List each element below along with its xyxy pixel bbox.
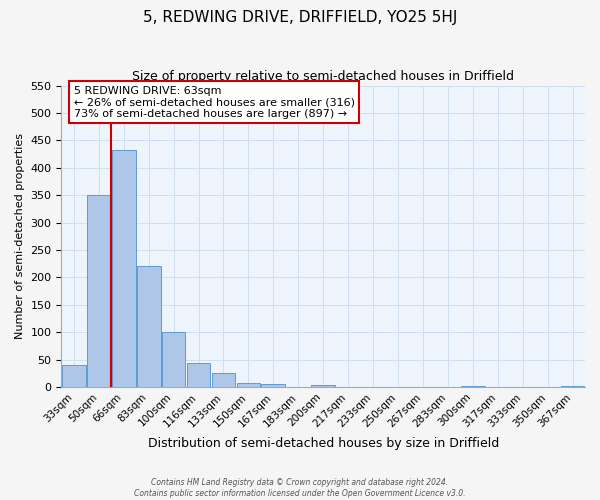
Y-axis label: Number of semi-detached properties: Number of semi-detached properties <box>15 134 25 340</box>
Bar <box>87 195 110 387</box>
Title: Size of property relative to semi-detached houses in Driffield: Size of property relative to semi-detach… <box>132 70 514 83</box>
Bar <box>236 382 260 387</box>
Bar <box>262 384 285 387</box>
Text: 5 REDWING DRIVE: 63sqm
← 26% of semi-detached houses are smaller (316)
73% of se: 5 REDWING DRIVE: 63sqm ← 26% of semi-det… <box>74 86 355 119</box>
Bar <box>112 150 136 387</box>
Text: Contains HM Land Registry data © Crown copyright and database right 2024.
Contai: Contains HM Land Registry data © Crown c… <box>134 478 466 498</box>
Bar <box>560 386 584 387</box>
Bar <box>62 365 86 387</box>
Text: 5, REDWING DRIVE, DRIFFIELD, YO25 5HJ: 5, REDWING DRIVE, DRIFFIELD, YO25 5HJ <box>143 10 457 25</box>
Bar <box>137 266 161 387</box>
X-axis label: Distribution of semi-detached houses by size in Driffield: Distribution of semi-detached houses by … <box>148 437 499 450</box>
Bar <box>311 386 335 387</box>
Bar <box>187 364 211 387</box>
Bar <box>162 332 185 387</box>
Bar <box>461 386 485 387</box>
Bar <box>212 373 235 387</box>
